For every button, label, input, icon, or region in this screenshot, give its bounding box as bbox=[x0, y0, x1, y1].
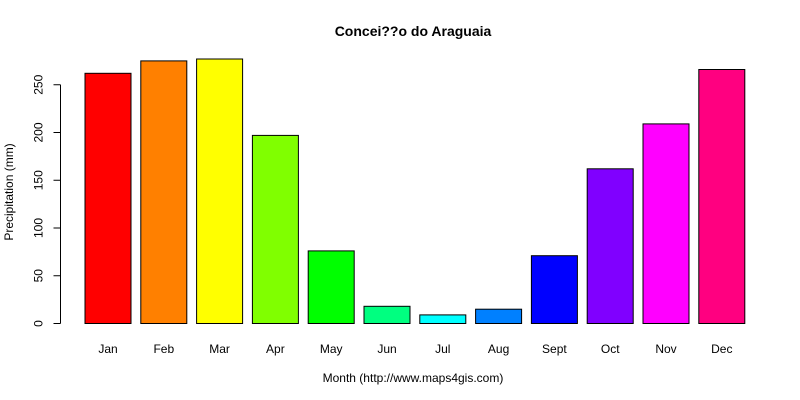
y-tick-label: 250 bbox=[32, 74, 46, 94]
bar-oct bbox=[586, 168, 634, 324]
bars-group bbox=[84, 58, 746, 325]
x-tick-label-jun: Jun bbox=[377, 342, 396, 356]
x-tick-label-jul: Jul bbox=[435, 342, 450, 356]
bar-feb bbox=[140, 60, 188, 325]
x-tick-labels: Jan Feb Mar Apr May Jun Jul Aug Sept Oct Nov Dec bbox=[98, 342, 732, 356]
bar-aug bbox=[475, 308, 523, 325]
bar-jun bbox=[363, 305, 411, 324]
bar-nov bbox=[642, 123, 690, 325]
y-tick-label: 100 bbox=[32, 218, 46, 238]
bar-sept bbox=[530, 255, 578, 324]
x-tick-label-aug: Aug bbox=[488, 342, 509, 356]
bar-mar bbox=[196, 58, 244, 324]
chart-title: Concei??o do Araguaia bbox=[335, 23, 492, 39]
x-tick-label-may: May bbox=[320, 342, 343, 356]
y-tick-label: 200 bbox=[32, 122, 46, 142]
bar-apr bbox=[251, 134, 299, 324]
x-axis-label: Month (http://www.maps4gis.com) bbox=[323, 371, 504, 385]
x-tick-label-jan: Jan bbox=[98, 342, 117, 356]
x-tick-label-apr: Apr bbox=[266, 342, 285, 356]
y-tick-label: 50 bbox=[32, 269, 46, 283]
x-tick-label-mar: Mar bbox=[209, 342, 230, 356]
bar-dec bbox=[698, 69, 746, 324]
x-tick-label-sept: Sept bbox=[542, 342, 567, 356]
y-axis: 0 50 100 150 200 250 bbox=[32, 74, 61, 327]
y-tick-label: 150 bbox=[32, 170, 46, 190]
x-tick-label-feb: Feb bbox=[153, 342, 174, 356]
y-axis-label: Precipitation (mm) bbox=[2, 143, 16, 240]
y-tick-label: 0 bbox=[32, 320, 46, 327]
bar-may bbox=[307, 250, 355, 324]
x-tick-label-oct: Oct bbox=[601, 342, 620, 356]
x-tick-label-dec: Dec bbox=[711, 342, 732, 356]
bar-jul bbox=[419, 314, 467, 324]
x-tick-label-nov: Nov bbox=[655, 342, 676, 356]
bar-jan bbox=[84, 72, 132, 324]
